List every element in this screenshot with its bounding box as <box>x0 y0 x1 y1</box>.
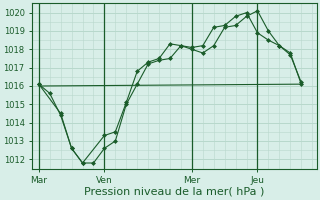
X-axis label: Pression niveau de la mer( hPa ): Pression niveau de la mer( hPa ) <box>84 187 265 197</box>
